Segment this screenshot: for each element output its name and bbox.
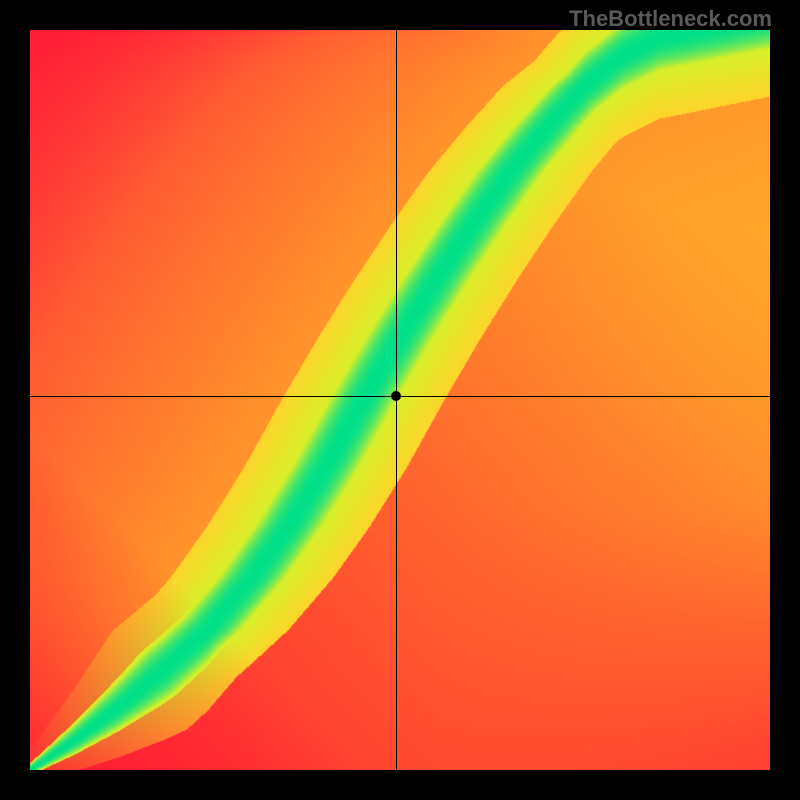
crosshair-marker [391, 391, 401, 401]
watermark-text: TheBottleneck.com [569, 6, 772, 32]
heatmap-canvas [30, 30, 770, 770]
heatmap-plot [30, 30, 770, 770]
